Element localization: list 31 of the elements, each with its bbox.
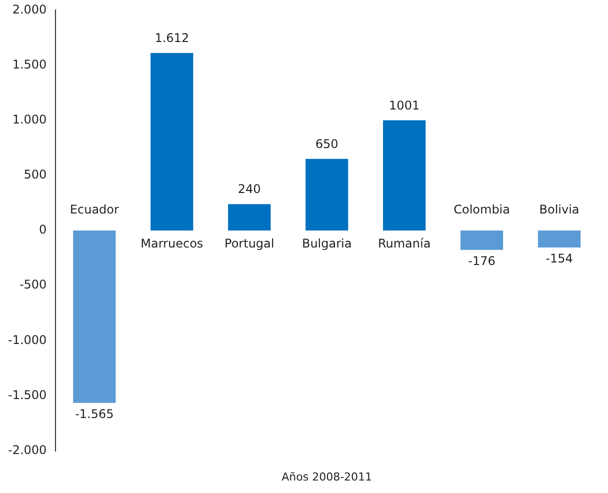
bar: [73, 230, 116, 403]
data-label: -1.565: [75, 407, 114, 422]
x-tick-label: Marruecos: [140, 236, 204, 251]
x-tick-label: Bulgaria: [302, 236, 352, 251]
data-label: -176: [468, 254, 496, 268]
data-label: 650: [315, 137, 338, 152]
x-tick-label: Colombia: [454, 202, 510, 217]
y-tick-label: -1.500: [8, 388, 47, 402]
bar: [383, 120, 426, 230]
bar: [460, 230, 504, 250]
x-axis-title: Años 2008-2011: [282, 470, 372, 484]
x-tick-label: Bolivia: [539, 202, 580, 217]
y-tick-label: -1.000: [8, 332, 47, 347]
y-tick-label: 1.500: [12, 57, 47, 72]
y-tick-label: -500: [19, 278, 47, 292]
data-label: 240: [238, 182, 261, 196]
x-tick-label: Portugal: [224, 236, 274, 251]
y-tick-label: 2.000: [12, 2, 47, 16]
x-tick-label: Rumanía: [378, 236, 431, 251]
y-tick-label: 500: [24, 168, 47, 182]
data-label: -154: [546, 252, 573, 266]
bar: [538, 230, 581, 248]
x-tick-label: Ecuador: [70, 202, 120, 217]
y-tick-label: -2.000: [8, 442, 47, 457]
y-tick-label: 1.000: [12, 112, 47, 126]
bar: [306, 158, 348, 230]
data-label: 1.612: [154, 31, 190, 46]
bar: [150, 52, 194, 230]
y-tick-label: 0: [39, 222, 47, 237]
bar: [228, 204, 271, 230]
data-label: 1001: [389, 98, 420, 112]
